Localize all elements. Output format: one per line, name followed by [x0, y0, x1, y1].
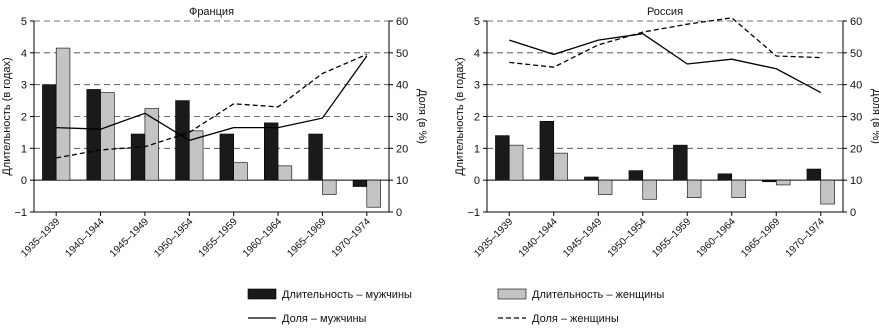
y-tick-label-right: 60 [850, 16, 862, 28]
x-tick-label: 1935–1939 [472, 216, 515, 259]
x-tick-label: 1960–1964 [695, 216, 738, 259]
bar-women [55, 47, 71, 181]
y-tick-label-left: 5 [21, 16, 27, 28]
legend-label-women-bar: Длительность – женщины [532, 289, 664, 301]
line-men [509, 33, 822, 94]
y-tick-label-left: 4 [474, 48, 480, 60]
bar-men [717, 173, 733, 181]
x-tick-label: 1940–1944 [64, 216, 107, 259]
bar-women [366, 179, 381, 208]
bar-men [495, 135, 510, 181]
y-tick-label-right: 20 [850, 143, 862, 155]
y-tick-label-left: 3 [21, 80, 27, 92]
y-axis-label-right: Доля (в %) [870, 89, 879, 144]
bar-men [806, 168, 822, 181]
bar-men [219, 133, 234, 181]
y-tick-label-right: 60 [396, 16, 408, 28]
y-tick-label-right: 0 [850, 207, 856, 219]
bar-women [686, 179, 702, 198]
bar-men [584, 176, 599, 181]
x-tick-label: 1960–1964 [241, 216, 284, 259]
y-tick-label-right: 0 [396, 207, 402, 219]
bar-women [100, 92, 115, 181]
bar-men [86, 89, 101, 181]
y-tick-label-right: 50 [396, 48, 408, 60]
x-tick-label: 1970–1974 [330, 216, 373, 259]
line-women [509, 17, 821, 68]
legend-label-women-line: Доля – женщины [532, 313, 619, 325]
y-tick-label-left: 2 [474, 112, 480, 124]
chart-title: Россия [647, 6, 683, 18]
bar-women [820, 179, 835, 205]
legend-swatch-men-bar [247, 288, 277, 300]
bar-men [673, 144, 688, 181]
legend-label-men-bar: Длительность – мужчины [282, 289, 412, 301]
bar-women [553, 152, 568, 181]
y-tick-label-left: 5 [474, 16, 480, 28]
y-tick-label-right: 40 [396, 80, 408, 92]
bar-women [189, 130, 204, 181]
x-tick-label: 1940–1944 [517, 216, 560, 259]
line-women [56, 53, 368, 159]
bar-women [731, 179, 746, 198]
line-men [56, 55, 368, 142]
x-tick-label: 1970–1974 [784, 216, 827, 259]
y-tick-label-right: 40 [850, 80, 862, 92]
x-tick-label: 1950–1954 [606, 216, 649, 259]
bar-women [597, 179, 613, 195]
y-tick-label-left: 1 [21, 143, 27, 155]
y-tick-label-right: 30 [396, 112, 408, 124]
y-axis-label-left: Длительность (в годах) [1, 57, 13, 175]
chart-title: Франция [189, 6, 234, 18]
bar-men [539, 120, 555, 181]
bar-men [628, 170, 644, 181]
bar-women [642, 179, 657, 200]
y-tick-label-right: 30 [850, 112, 862, 124]
bar-men [264, 122, 279, 181]
bar-men [352, 179, 368, 187]
x-tick-label: 1935–1939 [19, 216, 62, 259]
bar-women [277, 165, 293, 181]
x-tick-label: 1965–1969 [285, 216, 328, 259]
bar-women [233, 162, 248, 181]
legend: Длительность – мужчины Длительность – же… [247, 288, 664, 325]
bar-men [130, 133, 146, 181]
x-tick-label: 1945–1949 [561, 216, 604, 259]
y-tick-label-left: 0 [21, 175, 27, 187]
y-tick-label-left: 0 [474, 175, 480, 187]
y-tick-label-left: −1 [14, 207, 27, 219]
bar-men [762, 179, 777, 183]
y-tick-label-left: 3 [474, 80, 480, 92]
y-tick-label-left: −1 [467, 207, 480, 219]
y-tick-label-right: 20 [396, 143, 408, 155]
x-tick-label: 1965–1969 [739, 216, 782, 259]
y-axis-label-left: Длительность (в годах) [454, 57, 466, 175]
legend-label-men-line: Доля – мужчины [282, 313, 367, 325]
bar-women [775, 179, 791, 186]
y-tick-label-left: 4 [21, 48, 27, 60]
y-tick-label-right: 50 [850, 48, 862, 60]
y-tick-label-left: 2 [21, 112, 27, 124]
y-tick-label-left: 1 [474, 143, 480, 155]
x-tick-label: 1955–1959 [650, 216, 693, 259]
x-tick-label: 1955–1959 [197, 216, 240, 259]
legend-swatch-women-bar [497, 288, 527, 300]
bar-men [308, 133, 323, 181]
bar-women [508, 144, 524, 181]
bar-men [175, 100, 190, 181]
x-tick-label: 1950–1954 [152, 216, 195, 259]
y-axis-label-right: Доля (в %) [416, 89, 428, 144]
bar-men [42, 84, 57, 181]
y-tick-label-right: 10 [850, 175, 862, 187]
x-tick-label: 1945–1949 [108, 216, 151, 259]
y-tick-label-right: 10 [396, 175, 408, 187]
bar-women [322, 179, 337, 195]
